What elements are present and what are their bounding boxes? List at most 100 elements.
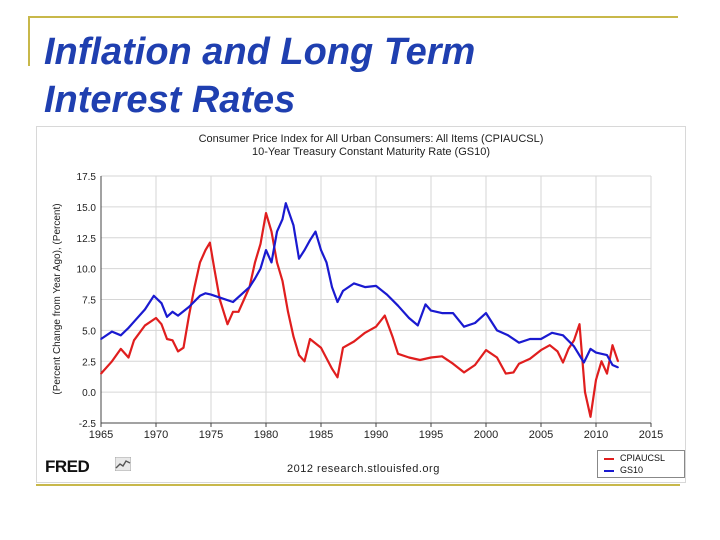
data-point-cpiaucsl <box>595 378 597 381</box>
data-point-gs10 <box>424 303 427 306</box>
data-point-cpiaucsl <box>166 338 168 340</box>
data-point-cpiaucsl <box>213 267 216 270</box>
y-tick-label: 2.5 <box>82 357 96 368</box>
data-point-cpiaucsl <box>155 317 157 319</box>
x-tick-label: 1995 <box>419 429 443 441</box>
data-point-cpiaucsl <box>243 298 245 301</box>
data-point-gs10 <box>529 338 531 340</box>
y-tick-label: 7.5 <box>82 296 96 307</box>
y-tick-label: -2.5 <box>79 419 97 430</box>
data-point-cpiaucsl <box>383 314 386 317</box>
data-point-gs10 <box>259 267 262 270</box>
data-point-gs10 <box>364 286 366 288</box>
data-point-cpiaucsl <box>276 261 278 264</box>
data-point-cpiaucsl <box>408 356 410 359</box>
y-tick-label: 5.0 <box>82 326 96 337</box>
fred-logo: FRED <box>45 457 90 476</box>
data-point-gs10 <box>276 230 278 233</box>
data-point-gs10 <box>611 364 614 366</box>
data-point-gs10 <box>254 277 256 280</box>
chart-legend: CPIAUCSL GS10 <box>597 450 685 478</box>
data-point-cpiaucsl <box>254 261 256 264</box>
data-point-gs10 <box>496 329 498 332</box>
line-chart: Consumer Price Index for All Urban Consu… <box>52 133 663 441</box>
x-tick-label: 2010 <box>584 429 608 441</box>
data-point-cpiaucsl <box>342 346 344 349</box>
data-point-gs10 <box>336 301 339 303</box>
data-point-gs10 <box>397 304 399 307</box>
data-point-cpiaucsl <box>606 372 608 375</box>
data-point-cpiaucsl <box>144 324 146 327</box>
data-point-gs10 <box>583 361 585 364</box>
data-point-gs10 <box>507 334 509 337</box>
data-point-cpiaucsl <box>611 344 614 347</box>
source-credit: 2012 research.stlouisfed.org <box>287 463 440 475</box>
y-tick-label: 12.5 <box>77 234 97 245</box>
data-point-cpiaucsl <box>177 350 179 353</box>
data-point-gs10 <box>204 292 207 295</box>
data-point-cpiaucsl <box>218 298 221 301</box>
legend-swatch-gs10 <box>604 469 614 472</box>
data-point-cpiaucsl <box>171 339 174 342</box>
y-tick-label: 15.0 <box>77 203 97 214</box>
data-point-cpiaucsl <box>452 362 454 365</box>
data-point-gs10 <box>606 354 608 356</box>
series-line-cpiaucsl <box>100 211 620 418</box>
data-point-cpiaucsl <box>397 352 399 355</box>
data-point-gs10 <box>144 308 146 311</box>
slide-title-line2: Interest Rates <box>44 79 296 121</box>
x-tick-label: 2000 <box>474 429 498 441</box>
data-point-gs10 <box>331 286 333 288</box>
data-point-gs10 <box>210 293 212 296</box>
data-point-cpiaucsl <box>589 415 592 418</box>
legend-label-cpi: CPIAUCSL <box>620 453 666 463</box>
data-point-cpiaucsl <box>430 356 432 359</box>
y-axis-label: (Percent Change from Year Ago), (Percent… <box>52 203 63 394</box>
x-tick-label: 2005 <box>529 429 553 441</box>
data-point-gs10 <box>152 294 155 297</box>
data-point-gs10 <box>485 312 487 314</box>
data-point-cpiaucsl <box>281 280 284 282</box>
data-point-cpiaucsl <box>204 249 207 251</box>
legend-swatch-cpi <box>604 457 614 460</box>
data-point-cpiaucsl <box>529 357 531 360</box>
data-point-cpiaucsl <box>556 350 559 353</box>
accent-line-left <box>28 16 30 66</box>
data-point-gs10 <box>166 315 168 318</box>
x-tick-label: 1990 <box>364 429 388 441</box>
data-point-gs10 <box>430 309 432 312</box>
data-point-cpiaucsl <box>496 356 498 359</box>
data-point-cpiaucsl <box>232 310 234 313</box>
data-point-cpiaucsl <box>237 310 240 313</box>
x-tick-label: 1980 <box>254 429 278 441</box>
data-point-gs10 <box>160 302 163 305</box>
data-point-gs10 <box>408 317 410 319</box>
data-point-cpiaucsl <box>463 371 465 374</box>
data-point-gs10 <box>243 291 245 293</box>
accent-line-top <box>28 16 678 18</box>
data-point-gs10 <box>314 230 317 233</box>
data-point-cpiaucsl <box>287 310 289 313</box>
data-point-gs10 <box>284 202 287 205</box>
data-point-cpiaucsl <box>182 346 185 349</box>
x-tick-label: 1965 <box>89 429 113 441</box>
x-tick-label: 1975 <box>199 429 223 441</box>
series-line-gs10 <box>100 202 619 369</box>
data-point-cpiaucsl <box>259 243 262 245</box>
data-point-gs10 <box>177 314 179 317</box>
data-point-cpiaucsl <box>485 349 487 351</box>
y-tick-label: 0.0 <box>82 388 96 399</box>
data-point-gs10 <box>265 249 267 251</box>
data-point-cpiaucsl <box>331 367 333 370</box>
data-point-gs10 <box>540 338 542 340</box>
data-point-cpiaucsl <box>133 339 135 342</box>
data-point-gs10 <box>111 330 113 333</box>
data-point-gs10 <box>551 331 553 334</box>
data-point-cpiaucsl <box>226 323 229 326</box>
data-point-cpiaucsl <box>562 361 564 364</box>
data-point-cpiaucsl <box>600 360 603 363</box>
data-point-gs10 <box>281 218 284 221</box>
data-point-gs10 <box>320 249 322 251</box>
legend-item-gs10: GS10 <box>604 464 643 476</box>
data-point-gs10 <box>171 310 174 313</box>
